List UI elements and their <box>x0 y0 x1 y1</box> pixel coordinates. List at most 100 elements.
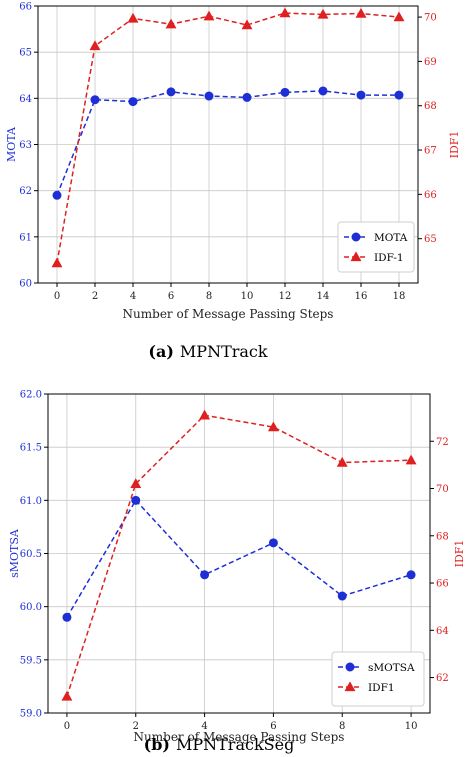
data-point-MOTA <box>280 87 290 97</box>
series-line-IDF-1 <box>56 12 400 264</box>
y-tick-label: 65 <box>19 48 32 59</box>
legend-marker <box>350 251 362 262</box>
data-point-MOTA <box>318 86 328 96</box>
y-right-tick-label: 64 <box>436 626 449 637</box>
y-right-tick-label: 66 <box>436 579 449 590</box>
x-tick-label: 2 <box>133 721 139 732</box>
data-point-sMOTSA <box>268 538 278 548</box>
data-point-MOTA <box>356 90 366 100</box>
legend-label: IDF1 <box>368 682 395 694</box>
x-tick-label: 16 <box>355 291 368 302</box>
x-tick-label: 4 <box>130 291 136 302</box>
y-right-axis-label: IDF1 <box>448 131 461 159</box>
y-tick-label: 60.0 <box>20 602 42 613</box>
data-point-IDF-1 <box>317 8 329 19</box>
data-point-sMOTSA <box>131 495 141 505</box>
data-point-IDF-1 <box>127 12 139 23</box>
x-axis-label: Number of Message Passing Steps <box>123 307 334 321</box>
x-tick-label: 10 <box>405 721 418 732</box>
y-tick-label: 59.0 <box>20 709 42 720</box>
y-right-tick-label: 62 <box>436 673 449 684</box>
data-point-IDF1 <box>130 478 142 488</box>
data-point-IDF-1 <box>203 10 215 21</box>
y-tick-label: 61.0 <box>20 496 42 507</box>
data-point-IDF-1 <box>355 7 367 18</box>
x-tick-label: 10 <box>241 291 254 302</box>
x-tick-label: 14 <box>317 291 330 302</box>
x-tick-label: 2 <box>92 291 98 302</box>
y-right-tick-label: 70 <box>436 484 449 495</box>
caption-1: (a) MPNTrack <box>148 342 267 361</box>
data-point-sMOTSA <box>406 570 416 580</box>
y-right-tick-label: 66 <box>424 190 437 201</box>
legend: sMOTSA IDF1 <box>331 651 425 707</box>
y-right-tick-label: 68 <box>436 531 449 542</box>
data-point-IDF-1 <box>393 11 405 22</box>
data-point-IDF-1 <box>165 18 177 29</box>
data-point-sMOTSA <box>62 612 72 622</box>
data-point-MOTA <box>242 92 252 102</box>
x-tick-label: 18 <box>393 291 406 302</box>
legend-label: sMOTSA <box>368 662 415 674</box>
data-point-sMOTSA <box>200 570 210 580</box>
caption-text: MPNTrackSeg <box>176 735 294 754</box>
y-axis-label: sMOTSA <box>8 528 21 578</box>
x-tick-label: 6 <box>270 721 276 732</box>
legend-box <box>331 651 425 707</box>
data-point-IDF1 <box>199 409 211 420</box>
legend-label: MOTA <box>374 232 408 244</box>
caption-2: (b) MPNTrackSeg <box>144 735 295 754</box>
y-tick-label: 62.0 <box>20 390 42 401</box>
y-tick-label: 64 <box>19 94 32 105</box>
x-tick-label: 12 <box>279 291 292 302</box>
data-point-IDF1 <box>336 456 348 467</box>
chart-1: 0 2 4 6 8 10 12 14 16 186061626364656665666768697… <box>5 2 461 322</box>
y-right-tick-label: 70 <box>424 13 437 24</box>
x-tick-label: 8 <box>206 291 212 302</box>
caption-label: (b) <box>144 735 170 754</box>
x-tick-label: 4 <box>201 721 207 732</box>
legend-marker <box>351 232 361 242</box>
data-point-IDF1 <box>405 454 417 465</box>
x-tick-label: 0 <box>54 291 60 302</box>
data-point-IDF-1 <box>89 40 101 51</box>
y-tick-label: 66 <box>19 2 32 13</box>
data-point-MOTA <box>394 90 404 100</box>
data-point-IDF-1 <box>51 257 63 268</box>
y-tick-label: 63 <box>19 140 32 151</box>
y-right-tick-label: 67 <box>424 146 437 157</box>
data-point-IDF-1 <box>279 7 291 18</box>
legend: MOTA IDF-1 <box>337 221 415 273</box>
y-right-axis-label: IDF1 <box>453 540 466 568</box>
y-right-tick-label: 72 <box>436 437 449 448</box>
y-tick-label: 60.5 <box>20 549 42 560</box>
y-tick-label: 62 <box>19 186 32 197</box>
y-tick-label: 61.5 <box>20 443 42 454</box>
y-tick-label: 59.5 <box>20 655 42 666</box>
legend-box <box>337 221 415 273</box>
data-point-MOTA <box>166 87 176 97</box>
x-tick-label: 0 <box>64 721 70 732</box>
y-right-tick-label: 68 <box>424 101 437 112</box>
series-line-IDF1 <box>66 414 412 697</box>
data-point-MOTA <box>128 97 138 107</box>
data-point-IDF1 <box>61 690 73 701</box>
data-point-IDF1 <box>267 421 279 432</box>
y-axis-label: MOTA <box>5 126 18 162</box>
chart-2: 0 2 4 6 8 10 59.0 59.5 60.0 60.5 61.0 61.5 62.0 62 64 6… <box>8 390 466 745</box>
x-tick-label: 6 <box>168 291 174 302</box>
data-point-MOTA <box>52 190 62 200</box>
data-point-IDF-1 <box>241 19 253 30</box>
caption-text: MPNTrack <box>180 342 268 361</box>
data-point-sMOTSA <box>337 591 347 601</box>
y-right-tick-label: 65 <box>424 234 437 245</box>
legend-marker <box>344 681 356 692</box>
data-point-MOTA <box>204 91 214 101</box>
series-line-sMOTSA <box>66 499 412 618</box>
y-tick-label: 61 <box>19 232 32 243</box>
legend-marker <box>345 662 355 672</box>
legend-label: IDF-1 <box>374 252 404 264</box>
data-point-MOTA <box>90 95 100 105</box>
y-right-tick-label: 69 <box>424 57 437 68</box>
